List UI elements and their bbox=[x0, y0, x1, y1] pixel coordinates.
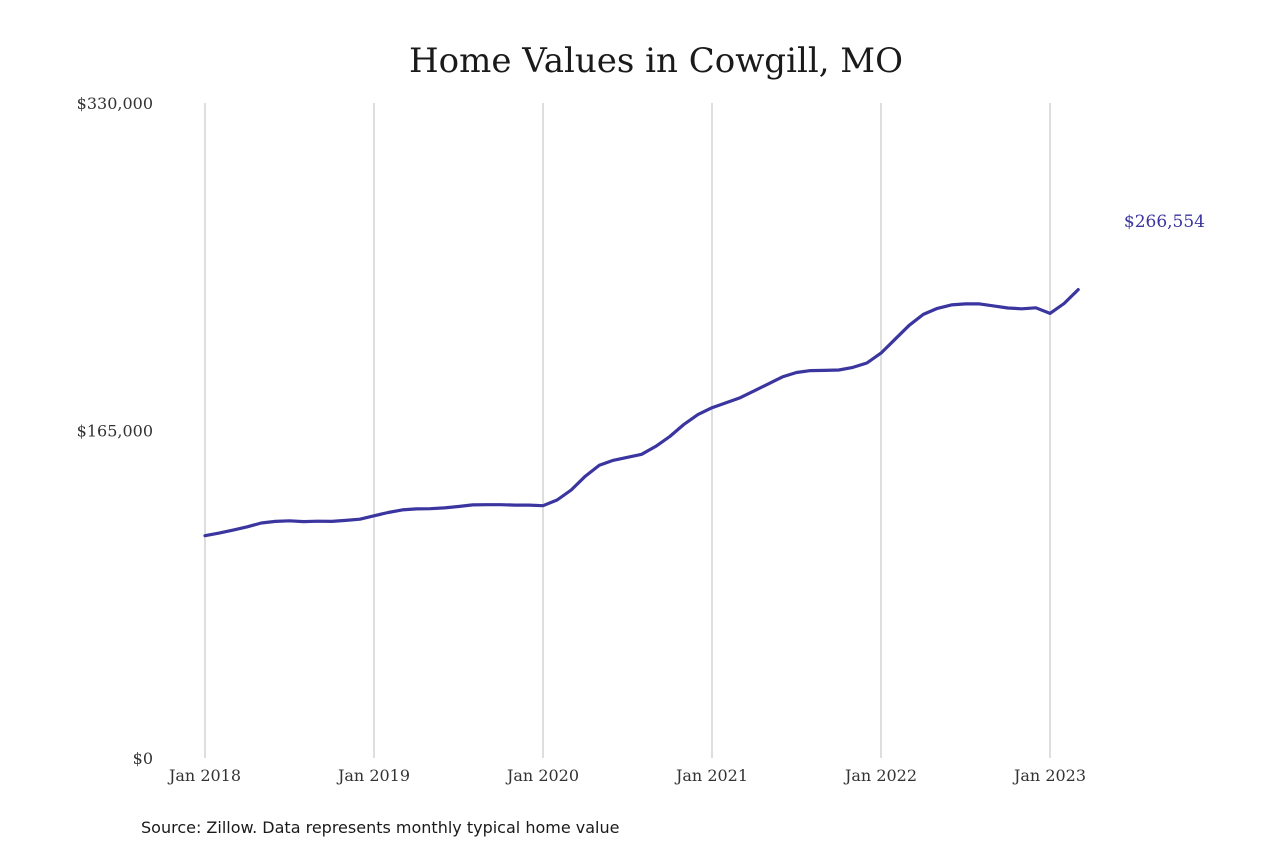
x-tick-label: Jan 2023 bbox=[1012, 766, 1086, 785]
x-tick-label: Jan 2022 bbox=[843, 766, 917, 785]
home-value-line bbox=[203, 288, 1080, 538]
x-tick-label: Jan 2020 bbox=[505, 766, 579, 785]
vertical-gridlines bbox=[204, 103, 1051, 758]
chart-title: Home Values in Cowgill, MO bbox=[409, 41, 903, 81]
x-tick-label: Jan 2021 bbox=[674, 766, 748, 785]
y-tick-label: $165,000 bbox=[77, 422, 153, 441]
y-tick-label: $330,000 bbox=[77, 94, 153, 113]
y-axis-ticks: $0 $165,000 $330,000 bbox=[77, 94, 153, 768]
latest-value-label: $266,554 bbox=[1124, 212, 1205, 232]
x-tick-label: Jan 2018 bbox=[167, 766, 241, 785]
x-tick-label: Jan 2019 bbox=[336, 766, 410, 785]
x-axis-ticks: Jan 2018 Jan 2019 Jan 2020 Jan 2021 Jan 2022… bbox=[167, 766, 1086, 785]
y-tick-label: $0 bbox=[133, 749, 153, 768]
source-note: Source: Zillow. Data represents monthly … bbox=[141, 818, 619, 837]
